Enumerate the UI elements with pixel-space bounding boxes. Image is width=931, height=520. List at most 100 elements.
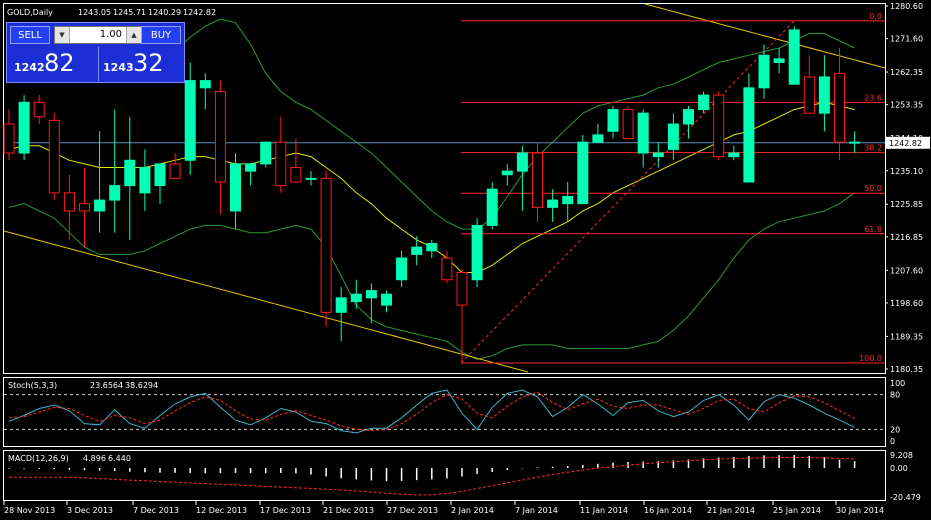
macd-axis-label: 9.208 [890, 451, 913, 460]
bear-candle [320, 177, 332, 313]
date-axis-label: 30 Jan 2014 [836, 506, 884, 515]
bear-candle [214, 90, 226, 183]
bull-candle [849, 141, 861, 144]
date-axis-label: 28 Nov 2013 [4, 506, 55, 515]
bull-candle [667, 123, 679, 150]
bear-candle [63, 192, 75, 212]
buy-price-pips: 32 [133, 49, 164, 77]
date-axis-label: 21 Dec 2013 [323, 506, 374, 515]
bull-candle [683, 109, 694, 125]
bear-candle [169, 163, 181, 179]
bear-candle [48, 119, 60, 194]
sell-price-pips: 82 [44, 49, 75, 77]
bear-candle [33, 101, 45, 118]
bull-candle [365, 290, 377, 299]
sell-price-display[interactable]: 1242 82 [10, 47, 94, 81]
bull-candle [516, 152, 528, 172]
macd-signal-line [9, 456, 855, 496]
date-axis-label: 12 Dec 2013 [196, 506, 247, 515]
close-value: 1242.82 [183, 8, 216, 17]
fibonacci-anchor-line [460, 20, 795, 364]
bull-candle [788, 29, 800, 85]
one-click-trading-panel: SELL ▼ 1.00 ▲ BUY 1242 82 1243 32 [6, 22, 185, 83]
bear-candle [622, 109, 634, 140]
price-axis-label: 1207.60 [890, 266, 923, 275]
buy-button[interactable]: BUY [141, 26, 181, 44]
bull-candle [773, 58, 785, 63]
price-axis-label: 1280.60 [890, 2, 923, 11]
bull-candle [471, 224, 483, 281]
high-value: 1245.71 [113, 8, 146, 17]
bull-candle [501, 170, 513, 176]
date-axis-label: 7 Dec 2013 [133, 506, 179, 515]
price-axis-label: 1271.60 [890, 35, 923, 44]
stoch-signal-value: 38.6294 [125, 381, 158, 390]
bull-candle [486, 188, 498, 226]
bear-candle [532, 152, 543, 208]
bear-candle [456, 272, 468, 306]
lot-decrease-icon[interactable]: ▼ [55, 27, 70, 43]
stoch-axis-label: 80 [890, 391, 900, 400]
lower-trendline [3, 230, 529, 373]
fibonacci-level-label: 61.8 [864, 225, 882, 234]
stoch-title: Stoch(5,3,3) [8, 381, 57, 390]
bull-candle [396, 257, 408, 281]
bull-candle [94, 199, 106, 212]
bull-candle [230, 163, 241, 212]
buy-price-display[interactable]: 1243 32 [98, 47, 182, 81]
price-axis-label: 1216.85 [890, 233, 923, 242]
price-axis-label: 1189.35 [890, 332, 923, 341]
bull-candle [381, 293, 392, 306]
bull-candle [743, 87, 755, 183]
bull-candle [728, 152, 740, 158]
macd-panel-frame [3, 450, 886, 501]
price-axis-label: 1235.10 [890, 167, 923, 176]
bull-candle [154, 163, 166, 187]
sell-button[interactable]: SELL [10, 26, 50, 44]
upper-trendline [644, 3, 886, 69]
price-axis-label: 1253.35 [890, 101, 923, 110]
low-value: 1240.29 [148, 8, 181, 17]
date-axis-label: 3 Dec 2013 [67, 506, 113, 515]
current-price-marker [886, 136, 930, 149]
stoch-signal-line [8, 391, 855, 432]
macd-main-value: 4.896 [83, 454, 106, 463]
date-axis-label: 25 Jan 2014 [773, 506, 821, 515]
lot-size-stepper[interactable]: ▼ 1.00 ▲ [54, 26, 142, 44]
bull-candle [109, 185, 121, 201]
stoch-main-line [8, 389, 855, 434]
bull-candle [184, 80, 196, 161]
date-axis-label: 16 Jan 2014 [644, 506, 692, 515]
stoch-main-value: 23.6564 [90, 381, 123, 390]
bear-candle [803, 76, 815, 114]
bull-candle [199, 80, 211, 89]
price-axis-label: 1262.35 [890, 68, 923, 77]
bollinger-lower-line [8, 192, 855, 360]
fibonacci-level-label: 100.0 [859, 354, 882, 363]
price-axis-label: 1180.35 [890, 365, 923, 374]
macd-plot [8, 455, 856, 496]
stoch-panel-frame [3, 377, 886, 447]
bull-candle [637, 112, 649, 154]
bull-candle [547, 199, 559, 208]
macd-axis-label: -20.479 [890, 493, 921, 502]
bull-candle [18, 101, 30, 154]
price-plot: 0.0 23.6 38.2 50.0 61.8 100.0 [3, 3, 886, 373]
bear-candle [834, 72, 845, 143]
bull-candle [350, 293, 362, 302]
lot-increase-icon[interactable]: ▲ [126, 27, 141, 43]
macd-signal-value: 6.440 [108, 454, 131, 463]
bear-candle [79, 203, 90, 212]
lot-size-input[interactable]: 1.00 [99, 29, 122, 40]
bear-candle [3, 123, 15, 154]
current-price-label: 1242.82 [889, 139, 922, 148]
fibonacci-level-label: 23.6 [864, 93, 882, 102]
date-axis-label: 27 Dec 2013 [387, 506, 438, 515]
bull-candle [592, 134, 604, 143]
price-axis-label: 1198.60 [890, 299, 923, 308]
bull-candle [577, 141, 589, 205]
bull-candle [652, 152, 664, 158]
stoch-plot [4, 389, 885, 434]
bull-candle [139, 166, 151, 194]
